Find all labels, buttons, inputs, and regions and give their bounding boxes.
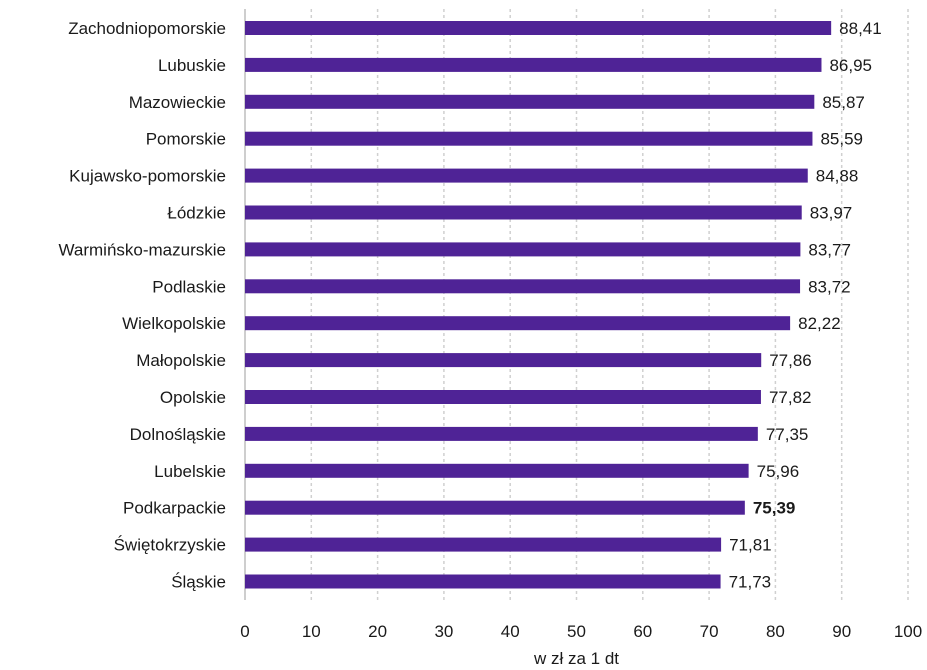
bar-1: [245, 57, 822, 72]
category-label-1: Lubuskie: [158, 56, 226, 75]
category-label-9: Małopolskie: [136, 351, 226, 370]
bar-15: [245, 574, 721, 589]
category-label-2: Mazowieckie: [129, 93, 226, 112]
category-label-15: Śląskie: [171, 573, 226, 592]
value-label-1: 86,95: [829, 56, 872, 75]
bar-3: [245, 131, 813, 146]
value-labels: 88,41 86,95 85,87 85,59 84,88 83,97 83,77 83,72…: [729, 19, 882, 592]
value-label-7: 83,72: [808, 277, 851, 296]
bar-5: [245, 205, 802, 220]
bar-2: [245, 94, 815, 109]
x-tick-label-90: 90: [832, 622, 851, 641]
value-label-10: 77,82: [769, 388, 812, 407]
value-label-5: 83,97: [810, 204, 853, 223]
category-label-10: Opolskie: [160, 388, 226, 407]
bar-8: [245, 316, 791, 331]
x-axis-title: w zł za 1 dt: [533, 649, 619, 668]
category-label-13: Podkarpackie: [123, 499, 226, 518]
category-label-14: Świętokrzyskie: [114, 536, 226, 555]
category-label-8: Wielkopolskie: [122, 314, 226, 333]
x-tick-label-50: 50: [567, 622, 586, 641]
x-tick-label-20: 20: [368, 622, 387, 641]
x-tick-labels: 0 10 20 30 40 50 60 70 80 90 100: [240, 622, 922, 641]
category-label-11: Dolnośląskie: [130, 425, 226, 444]
category-label-12: Lubelskie: [154, 462, 226, 481]
bar-13: [245, 500, 745, 515]
category-label-3: Pomorskie: [146, 130, 226, 149]
value-label-9: 77,86: [769, 351, 812, 370]
x-tick-label-100: 100: [894, 622, 922, 641]
x-tick-label-60: 60: [633, 622, 652, 641]
bar-11: [245, 426, 758, 441]
value-label-8: 82,22: [798, 314, 841, 333]
x-tick-label-10: 10: [302, 622, 321, 641]
bar-12: [245, 463, 749, 478]
x-tick-label-80: 80: [766, 622, 785, 641]
x-tick-label-70: 70: [700, 622, 719, 641]
value-label-0: 88,41: [839, 19, 882, 38]
value-label-11: 77,35: [766, 425, 809, 444]
value-label-15: 71,73: [729, 573, 772, 592]
bar-9: [245, 353, 762, 368]
value-label-2: 85,87: [822, 93, 865, 112]
x-tick-label-0: 0: [240, 622, 249, 641]
value-label-14: 71,81: [729, 536, 772, 555]
category-labels: Zachodniopomorskie Lubuskie Mazowieckie Pom…: [58, 19, 226, 592]
category-label-5: Łódzkie: [167, 204, 226, 223]
category-label-4: Kujawsko-pomorskie: [69, 167, 226, 186]
x-tick-label-30: 30: [434, 622, 453, 641]
bar-0: [245, 21, 832, 35]
bar-14: [245, 537, 722, 552]
bars: [245, 21, 832, 589]
bar-6: [245, 242, 801, 257]
value-label-4: 84,88: [816, 167, 859, 186]
value-label-6: 83,77: [808, 240, 851, 259]
value-label-13: 75,39: [753, 499, 796, 518]
x-tick-label-40: 40: [501, 622, 520, 641]
bar-4: [245, 168, 808, 183]
bar-10: [245, 390, 761, 404]
value-label-3: 85,59: [820, 130, 863, 149]
category-label-7: Podlaskie: [152, 277, 226, 296]
bar-7: [245, 279, 801, 294]
category-label-6: Warmińsko-mazurskie: [58, 240, 226, 259]
category-label-0: Zachodniopomorskie: [68, 19, 226, 38]
value-label-12: 75,96: [757, 462, 800, 481]
